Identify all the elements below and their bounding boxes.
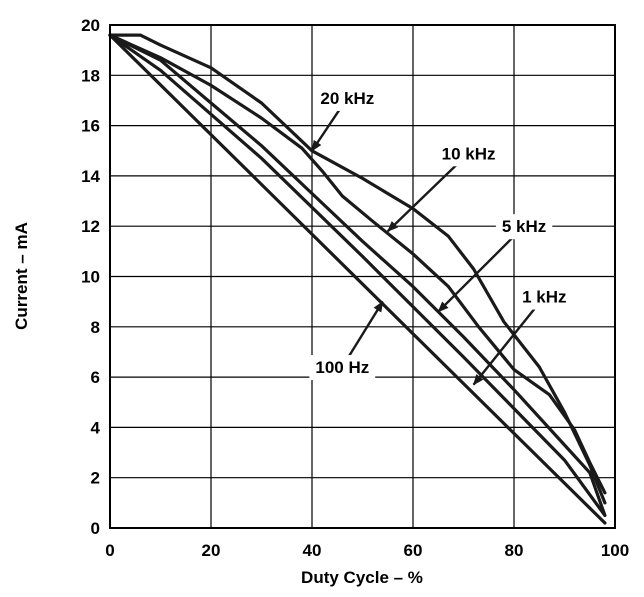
annotation-label-20-khz: 20 kHz [320,89,374,108]
x-tick-label-20: 20 [202,541,221,560]
y-tick-label-20: 20 [81,16,100,35]
y-tick-label-2: 2 [91,469,100,488]
x-tick-label-40: 40 [303,541,322,560]
y-tick-label-14: 14 [81,167,100,186]
annotation-arrow-5-khz [437,236,514,313]
annotation-label-bg-10-khz [435,141,502,167]
y-tick-label-16: 16 [81,117,100,136]
annotation-arrow-10-khz [386,163,458,233]
annotation-label-5-khz: 5 kHz [502,217,546,236]
annotation-arrow-20-khz [311,108,341,152]
series-line-10-khz [108,33,607,495]
series-line-100-hz [108,33,607,525]
tick-labels: 0 20 40 60 80 100 0 2 4 6 8 10 12 14 16 18 20 [81,16,629,560]
annotation-label-bg-1-khz [516,284,573,310]
series-line-5-khz [108,33,607,518]
x-axis-title: Duty Cycle – % [301,568,423,587]
y-tick-label-12: 12 [81,217,100,236]
x-tick-label-0: 0 [105,541,114,560]
annotation-arrow-1-khz [472,306,537,386]
y-tick-label-8: 8 [91,318,100,337]
x-tick-label-80: 80 [505,541,524,560]
series-line-1-khz [108,33,607,518]
annotation-label-bg-20-khz [314,85,381,111]
y-tick-label-4: 4 [91,418,101,437]
plot-frame [109,24,616,529]
annotation-arrow-100-hz [348,300,384,357]
y-tick-label-10: 10 [81,268,100,287]
series-lines [108,33,607,525]
y-tick-label-18: 18 [81,66,100,85]
x-tick-label-60: 60 [404,541,423,560]
annotation-label-10-khz: 10 kHz [442,144,496,163]
y-tick-label-6: 6 [91,368,100,387]
series-line-20-khz [108,33,607,505]
annotation-label-bg-5-khz [495,214,553,240]
annotation-label-bg-100-hz [309,355,376,381]
annotation-label-1-khz: 1 kHz [522,288,566,307]
annotation-label-100-hz: 100 Hz [315,358,369,377]
y-axis-title: Current – mA [12,222,31,330]
y-tick-label-0: 0 [91,519,100,538]
x-tick-label-100: 100 [601,541,629,560]
series-annotations: 20 kHz 10 kHz 5 kHz 1 kHz 100 Hz [309,85,573,386]
